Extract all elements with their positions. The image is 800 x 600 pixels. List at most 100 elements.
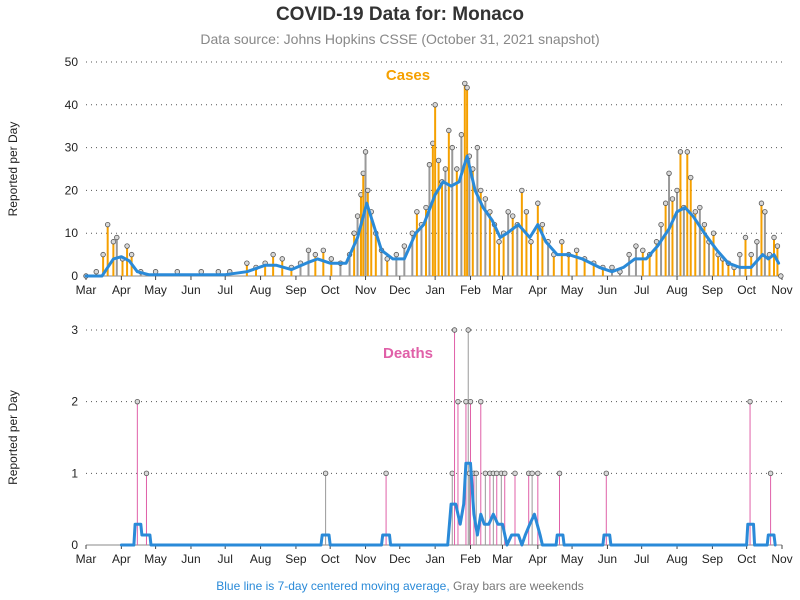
deaths-marker xyxy=(482,470,489,477)
deaths-marker xyxy=(134,398,141,405)
deaths-y-tick-label: 2 xyxy=(71,395,78,409)
cases-x-tick-label: Apr xyxy=(112,283,131,297)
cases-x-tick-label: Nov xyxy=(771,283,792,297)
footer-weekend-note: Gray bars are weekends xyxy=(453,579,584,593)
cases-marker xyxy=(742,234,749,241)
cases-marker xyxy=(365,187,371,194)
cases-y-tick-label: 30 xyxy=(65,141,79,155)
deaths-x-tick-label: Oct xyxy=(737,552,756,566)
cases-marker xyxy=(270,251,276,258)
cases-marker xyxy=(771,234,777,241)
cases-marker xyxy=(737,251,743,258)
cases-moving-average-line xyxy=(84,154,781,278)
cases-marker xyxy=(446,127,452,134)
cases-marker xyxy=(435,157,442,164)
cases-marker xyxy=(104,221,111,228)
deaths-x-tick-label: May xyxy=(561,552,584,566)
cases-x-tick-label: Aug xyxy=(250,283,271,297)
deaths-x-tick-label: Nov xyxy=(355,552,376,566)
cases-panel-title: Cases xyxy=(386,67,430,84)
cases-marker xyxy=(677,149,684,155)
cases-marker xyxy=(658,221,664,228)
cases-marker xyxy=(279,256,285,262)
cases-marker xyxy=(320,247,327,254)
cases-marker xyxy=(462,80,468,87)
cases-marker xyxy=(535,200,541,206)
cases-marker xyxy=(701,221,708,228)
cases-marker xyxy=(401,243,408,249)
cases-marker xyxy=(449,144,455,151)
cases-marker xyxy=(519,187,525,194)
deaths-marker xyxy=(478,398,484,405)
cases-y-tick-label: 10 xyxy=(65,226,79,240)
cases-y-tick-label: 50 xyxy=(65,55,79,69)
cases-marker xyxy=(393,251,400,258)
cases-y-tick-label: 40 xyxy=(65,98,79,112)
deaths-marker xyxy=(512,470,518,477)
cases-marker xyxy=(478,187,484,194)
cases-marker xyxy=(305,247,312,254)
deaths-x-tick-label: Feb xyxy=(460,552,481,566)
deaths-x-tick-label: Apr xyxy=(112,552,131,566)
cases-marker xyxy=(426,162,433,168)
cases-x-tick-label: May xyxy=(144,283,167,297)
cases-y-axis-label: Reported per Day xyxy=(6,122,20,217)
cases-marker xyxy=(528,239,534,245)
cases-x-tick-label: Jun xyxy=(181,283,200,297)
deaths-panel-title: Deaths xyxy=(383,345,433,362)
cases-x-tick-label: Mar xyxy=(76,283,97,297)
cases-marker xyxy=(328,256,335,262)
cases-marker xyxy=(414,209,420,215)
deaths-marker xyxy=(322,470,329,477)
deaths-x-tick-label: Aug xyxy=(250,552,271,566)
deaths-marker xyxy=(473,470,479,477)
deaths-marker xyxy=(603,470,609,477)
deaths-y-tick-label: 1 xyxy=(71,466,78,480)
cases-marker xyxy=(312,251,319,258)
cases-marker xyxy=(454,166,460,172)
deaths-x-tick-label: Dec xyxy=(389,552,410,566)
cases-x-tick-label: May xyxy=(561,283,584,297)
cases-marker xyxy=(674,187,680,194)
cases-marker xyxy=(510,213,516,219)
chart-subtitle: Data source: Johns Hopkins CSSE (October… xyxy=(200,31,600,47)
cases-marker xyxy=(758,200,765,206)
deaths-x-tick-label: Sep xyxy=(285,552,307,566)
cases-marker xyxy=(626,251,632,258)
deaths-marker xyxy=(767,470,774,477)
deaths-x-tick-label: Aug xyxy=(666,552,687,566)
cases-x-tick-label: Nov xyxy=(355,283,376,297)
cases-marker xyxy=(432,102,438,108)
cases-marker xyxy=(640,247,646,254)
deaths-x-tick-label: May xyxy=(144,552,167,566)
deaths-marker xyxy=(502,470,508,477)
cases-marker xyxy=(482,196,489,202)
cases-x-tick-label: Jul xyxy=(218,283,233,297)
deaths-marker xyxy=(467,398,474,405)
cases-marker xyxy=(351,230,357,236)
cases-marker xyxy=(684,149,690,155)
cases-marker xyxy=(633,243,639,249)
cases-x-tick-label: Feb xyxy=(460,283,481,297)
cases-marker xyxy=(523,209,530,215)
cases-marker xyxy=(354,213,361,219)
deaths-x-tick-label: Jun xyxy=(181,552,200,566)
cases-marker xyxy=(442,166,449,172)
deaths-y-tick-label: 3 xyxy=(71,323,78,337)
cases-marker xyxy=(100,251,106,258)
cases-marker xyxy=(496,239,502,245)
deaths-x-tick-label: Oct xyxy=(321,552,340,566)
deaths-x-tick-label: Jan xyxy=(425,552,444,566)
cases-marker xyxy=(778,273,784,279)
cases-x-tick-label: Sep xyxy=(702,283,724,297)
chart-footer: Blue line is 7-day centered moving avera… xyxy=(0,579,800,593)
cases-x-tick-label: Aug xyxy=(666,283,687,297)
cases-marker xyxy=(688,174,694,181)
cases-marker xyxy=(464,84,470,91)
cases-marker xyxy=(774,243,781,249)
deaths-marker xyxy=(747,398,753,405)
deaths-marker xyxy=(465,327,471,333)
cases-y-tick-label: 0 xyxy=(71,269,78,283)
cases-marker xyxy=(93,269,99,275)
